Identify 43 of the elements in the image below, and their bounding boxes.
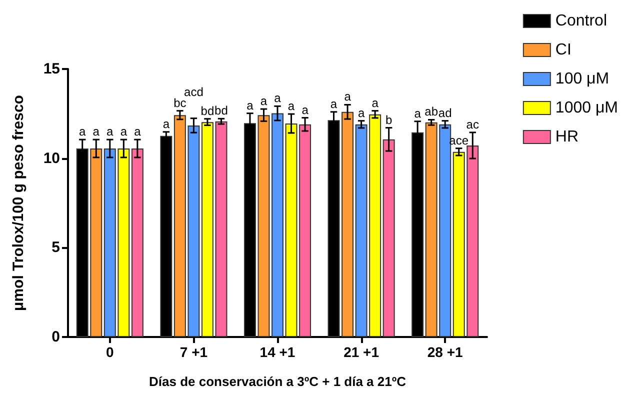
y-axis-title: μmol Trolox/100 g peso fresco [10,95,27,311]
x-tick-label: 14 +1 [260,344,296,360]
x-tick-label: 7 +1 [180,344,208,360]
data-label: a [246,98,254,112]
legend-label: Control [555,12,607,30]
data-label: ad [438,106,452,120]
data-label: a [372,96,379,110]
y-tick-label: 0 [52,328,60,346]
data-label: a [302,102,309,117]
x-tick-label: 28 +1 [427,344,464,360]
data-label: a [274,91,282,106]
y-tick-label: 5 [52,239,60,256]
data-label: ab [424,104,438,119]
data-label: a [288,99,295,114]
data-label: bd [214,104,228,118]
data-label: a [106,124,114,139]
legend-label: HR [555,128,579,146]
legend-label: 1000 μM [555,100,618,116]
x-axis-title: Días de conservación a 3ºC + 1 día a 21ºC [149,374,407,389]
data-label: a [358,106,365,120]
data-label: a [260,94,268,108]
x-tick-label: 21 +1 [344,344,380,360]
legend-label: 100 μM [555,70,610,88]
data-label: bd [200,104,214,118]
x-tick-label: 0 [106,344,114,360]
data-label: a [162,116,170,131]
y-tick-label: 15 [43,60,60,78]
data-label: a [414,106,422,120]
data-label: b [385,112,392,127]
bar [131,148,144,337]
bar [382,139,395,337]
data-label: a [134,124,142,139]
data-label: a [120,124,128,139]
data-label: a [330,96,338,111]
y-tick-label: 10 [43,150,60,167]
bar [272,113,284,337]
data-label: a [92,124,100,139]
data-label: a [344,90,352,104]
data-label: acd [184,84,204,99]
data-label: a [79,124,86,139]
data-label: ac [466,117,479,132]
data-label: bc [174,96,186,110]
legend-label: CI [555,42,572,58]
